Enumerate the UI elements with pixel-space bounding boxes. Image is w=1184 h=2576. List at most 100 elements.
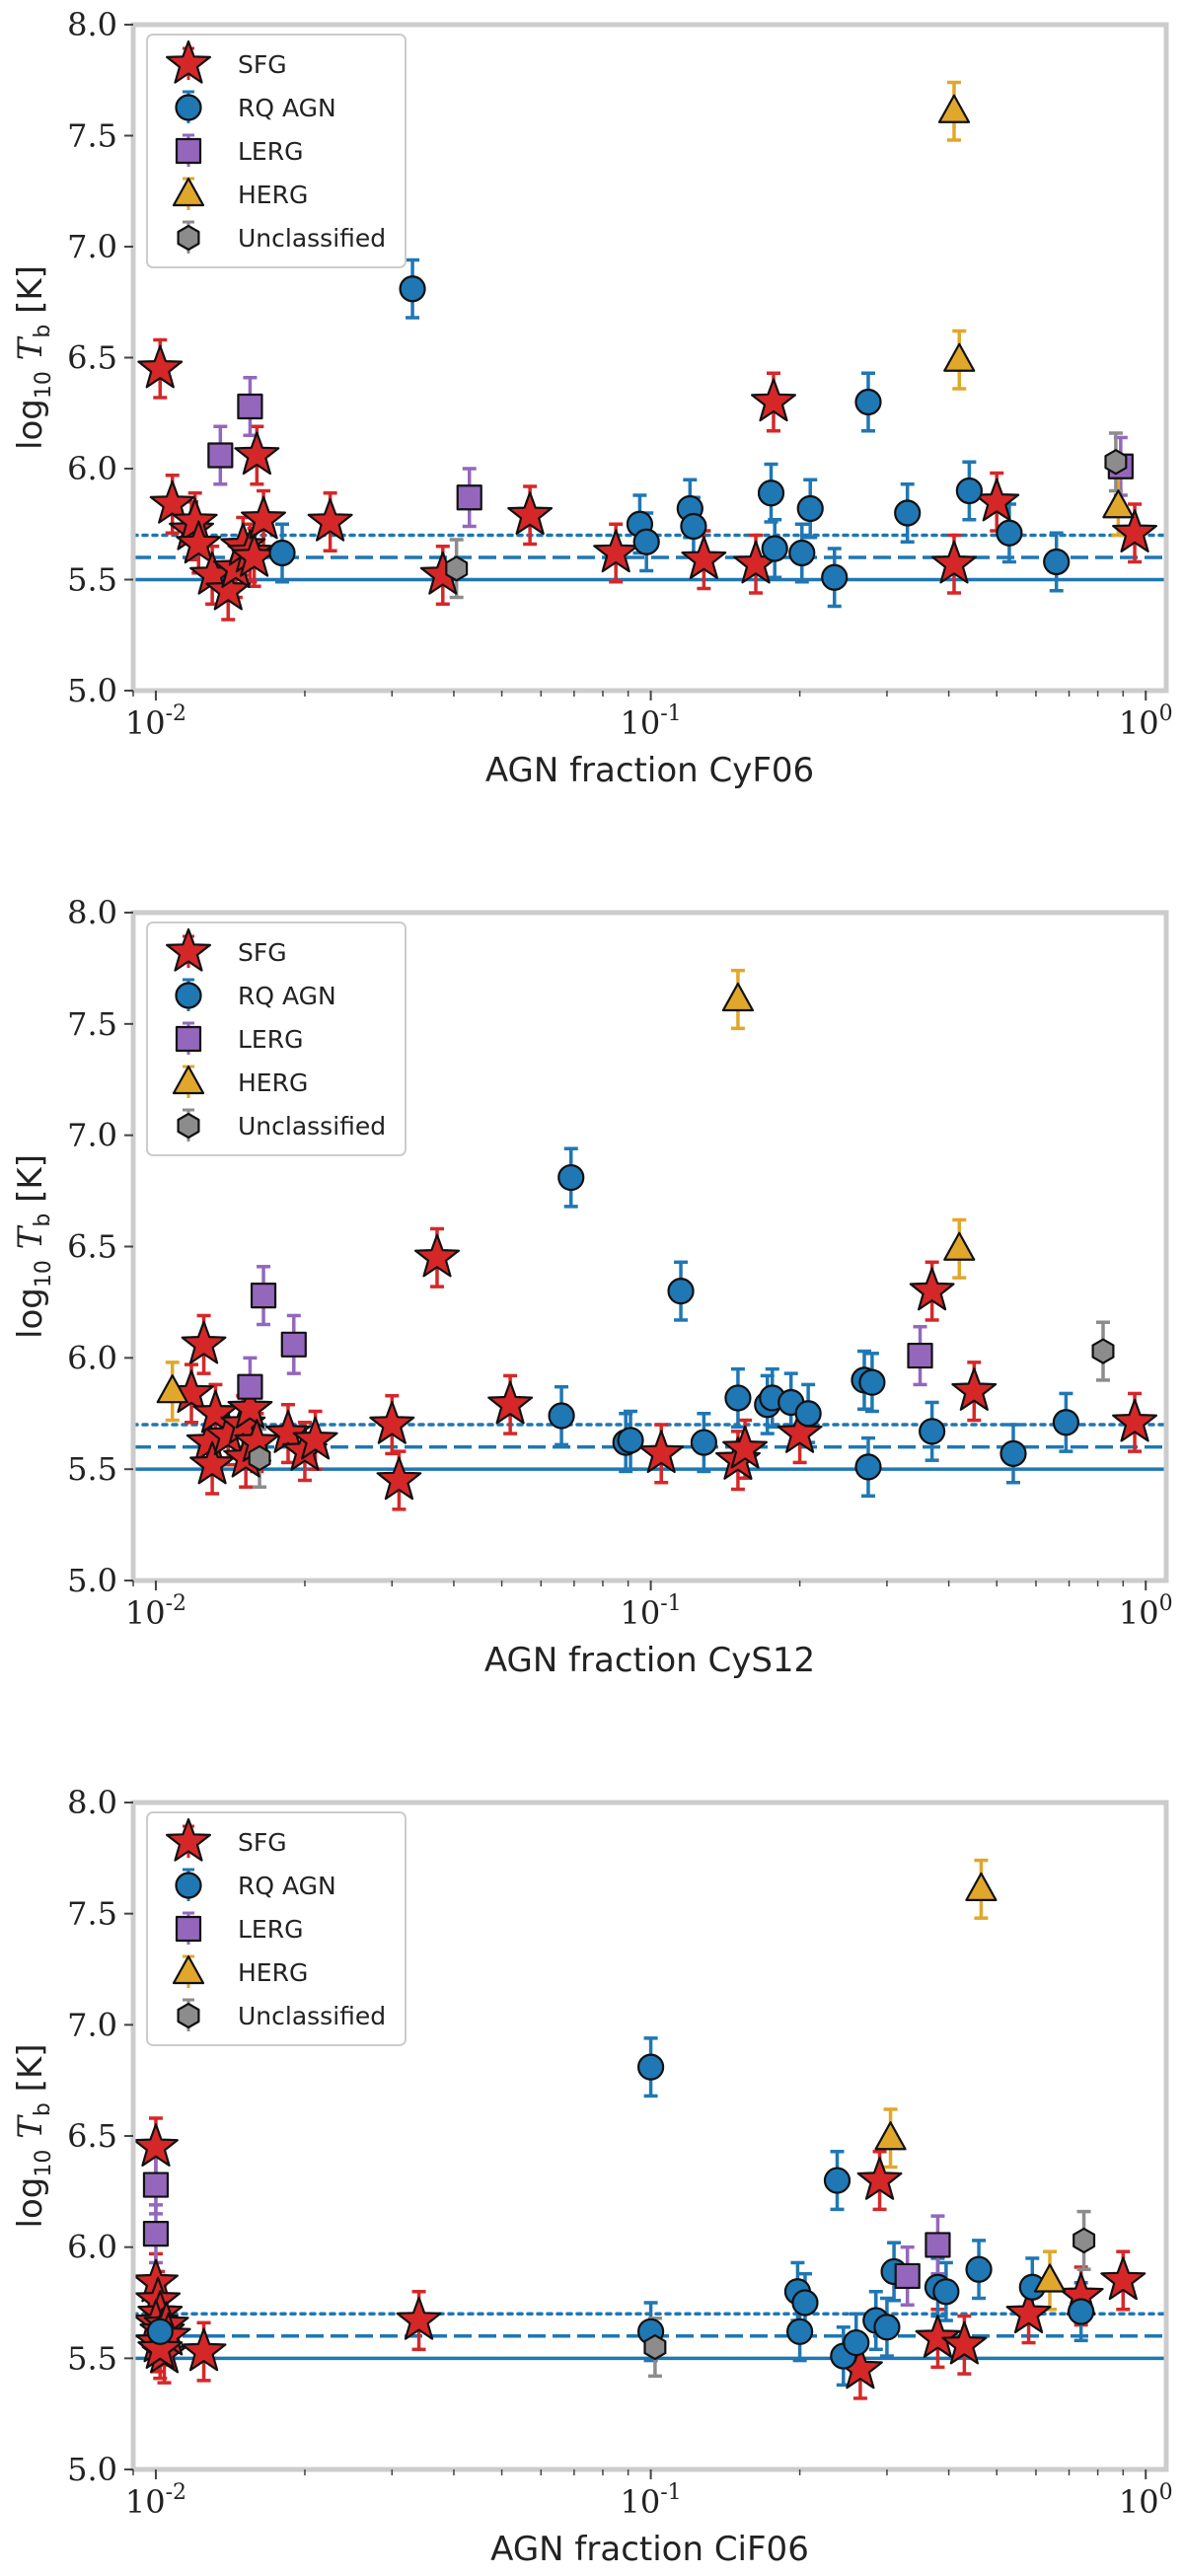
data-point-star [137,2325,184,2369]
y-tick-label: 5.5 [67,561,117,599]
data-point-triangle [1033,2263,1067,2293]
data-point-star [265,1410,311,1453]
data-point-circle [548,1402,575,1430]
data-point-circle [794,1400,822,1428]
legend-label: SFG [238,50,287,79]
y-tick-label: 5.0 [67,672,117,709]
data-point-star [941,2320,988,2365]
data-point-circle [955,477,983,505]
legend-label: LERG [238,1915,303,1944]
legend-item: Unclassified [177,1108,386,1141]
data-point-star [909,1267,955,1311]
series-sfg [153,337,1143,622]
legend-item: SFG [166,39,287,84]
legend-marker-circle [175,982,202,1009]
data-point-circle [796,494,824,523]
legend-label: RQ AGN [238,94,336,122]
data-point-hexagon [248,1444,271,1471]
data-point-triangle [156,1374,188,1404]
data-point-star [722,1425,768,1469]
x-tick-label: 10-2 [125,2480,186,2521]
data-point-circle [823,2167,851,2194]
data-point-star [149,479,195,524]
y-tick-label: 6.5 [67,1228,117,1266]
legend-marker-star [166,39,211,84]
chart-panel-2: 5.0 5.5 6.0 6.5 7.0 7.5 8.0 10-2 10-1 100 AGN frac… [11,894,1173,1680]
legend-item: SFG [166,927,287,972]
data-point-square [237,1373,263,1400]
series-sfg [185,1226,1143,1511]
x-tick-label: 10-1 [621,701,682,742]
series-rq-agn [275,258,1064,609]
legend-item: RQ AGN [175,1868,336,1901]
data-point-star [507,491,554,535]
data-point-square [894,2262,921,2290]
legend-item: SFG [166,1817,287,1862]
y-tick-label: 5.0 [67,1562,117,1599]
data-point-circle [1052,1409,1079,1436]
data-point-circle [146,2318,174,2345]
data-point-star [292,1416,338,1460]
y-tick-label: 5.0 [67,2451,117,2488]
data-point-star [376,1456,422,1501]
data-point-star [638,1430,685,1474]
data-point-star [181,2327,227,2372]
data-point-star [951,1367,998,1411]
data-point-star [227,1385,273,1429]
legend-label: LERG [238,1025,303,1054]
data-point-circle [690,1429,717,1456]
legend-item: LERG [175,133,303,167]
data-point-hexagon [1104,449,1128,476]
data-point-circle [788,539,816,567]
legend-item: HERG [172,177,308,210]
legend-marker-triangle [172,1065,205,1095]
y-axis-label: log10 Tb [K] [11,2044,56,2229]
legend-label: RQ AGN [238,1872,336,1900]
data-point-triangle [943,1231,976,1261]
legend-marker-hexagon [177,224,200,252]
data-point-star [1100,2256,1147,2301]
legend-marker-circle [175,94,202,121]
data-point-star [681,536,727,579]
legend-marker-star [166,927,211,972]
data-point-circle [636,2053,665,2081]
data-point-circle [854,388,882,416]
data-point-circle [680,512,707,541]
legend-marker-circle [175,1872,202,1899]
legend-marker-square [175,137,202,165]
data-point-star [487,1380,534,1425]
data-point-star [307,497,353,542]
y-tick-label: 7.0 [67,1117,117,1154]
data-point-triangle [874,2121,907,2151]
x-tick-label: 100 [1119,1591,1173,1632]
data-point-star [234,431,280,476]
legend-label: Unclassified [238,224,386,253]
legend-item: Unclassified [177,1998,386,2031]
legend-label: RQ AGN [238,982,336,1010]
data-point-circle [965,2255,993,2283]
data-point-circle [854,1453,882,1481]
data-point-star [1112,509,1157,552]
legend-marker-square [175,1915,202,1943]
data-point-square [237,393,263,420]
legend-marker-triangle [172,1954,205,1985]
data-point-star [593,529,639,573]
data-point-square [142,2171,170,2198]
data-point-square [280,1331,307,1358]
data-point-circle [932,2278,960,2306]
data-point-circle [999,1439,1027,1467]
legend-marker-triangle [172,177,205,207]
data-point-circle [757,479,785,507]
data-point-circle [894,499,922,527]
legend-item: LERG [175,1021,303,1055]
data-point-triangle [937,94,971,123]
y-tick-label: 7.5 [67,1895,117,1933]
data-point-circle [843,2328,870,2357]
data-point-circle [268,539,296,567]
legend-label: SFG [238,1828,287,1857]
legend-item: HERG [172,1065,308,1098]
x-tick-label: 100 [1119,2480,1173,2521]
data-point-star [189,1440,236,1485]
data-point-star [396,2296,442,2340]
